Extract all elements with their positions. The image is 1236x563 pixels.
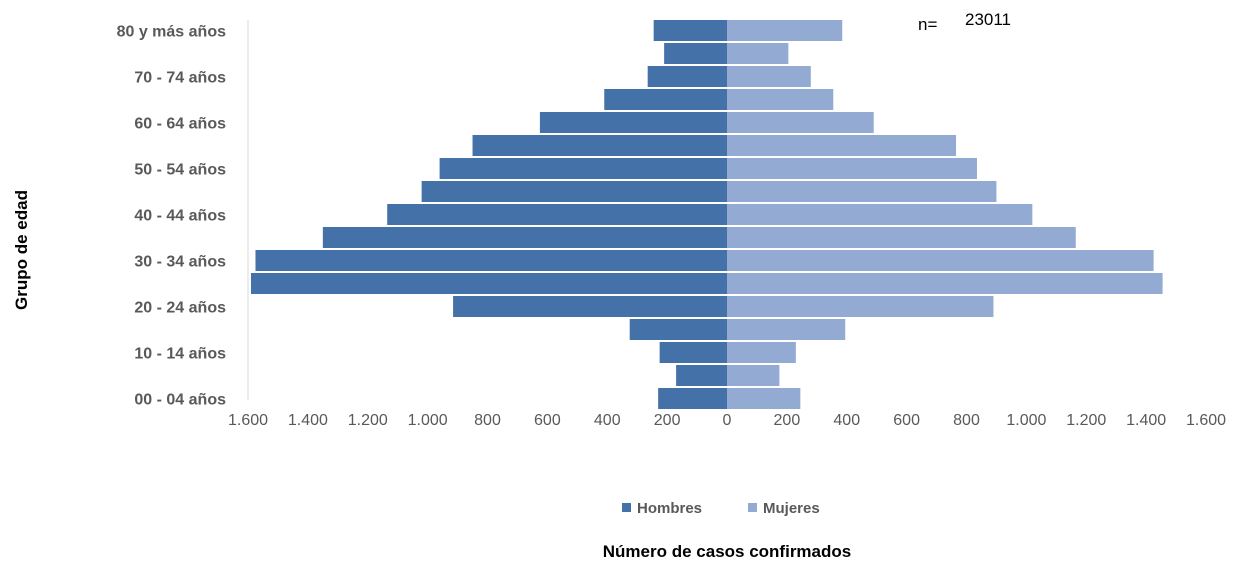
x-tick-label: 1.200 (1066, 412, 1106, 429)
legend-label-hombres: Hombres (637, 500, 702, 517)
mujeres-bar-1 (727, 365, 780, 386)
category-label: 40 - 44 años (134, 208, 226, 225)
mujeres-bar-10 (727, 158, 977, 179)
hombres-bar-0 (658, 388, 727, 409)
hombres-bar-9 (421, 181, 727, 202)
hombres-bar-8 (387, 204, 727, 225)
x-tick-label: 1.200 (348, 412, 388, 429)
x-tick-label: 200 (774, 412, 801, 429)
hombres-bar-11 (472, 135, 727, 156)
category-label: 80 y más años (117, 24, 227, 41)
mujeres-bar-6 (727, 250, 1154, 271)
hombres-bar-7 (322, 227, 727, 248)
legend-label-mujeres: Mujeres (763, 500, 820, 517)
mujeres-bar-0 (727, 388, 801, 409)
category-label: 50 - 54 años (134, 162, 226, 179)
x-tick-label: 1.000 (408, 412, 448, 429)
mujeres-bar-9 (727, 181, 997, 202)
x-tick-label: 600 (893, 412, 920, 429)
legend-swatch-hombres (622, 503, 631, 512)
x-tick-label: 1.000 (1006, 412, 1046, 429)
mujeres-bar-15 (727, 43, 789, 64)
hombres-bar-16 (653, 20, 727, 41)
x-tick-label: 1.600 (228, 412, 268, 429)
hombres-bar-15 (664, 43, 727, 64)
hombres-bar-2 (659, 342, 727, 363)
category-label: 10 - 14 años (134, 346, 226, 363)
x-tick-label: 600 (534, 412, 561, 429)
hombres-bar-1 (676, 365, 727, 386)
mujeres-bar-8 (727, 204, 1033, 225)
mujeres-bar-5 (727, 273, 1163, 294)
hombres-bar-3 (629, 319, 727, 340)
legend: Hombres Mujeres (622, 500, 820, 517)
x-tick-label: 1.400 (288, 412, 328, 429)
x-tick-label: 200 (654, 412, 681, 429)
sample-size-value: 23011 (965, 10, 1011, 29)
hombres-bar-13 (604, 89, 727, 110)
category-labels: 00 - 04 años 10 - 14 años 20 - 24 años 30 -… (117, 24, 227, 409)
y-axis-title: Grupo de edad (12, 190, 31, 310)
category-label: 00 - 04 años (134, 392, 226, 409)
x-tick-label: 800 (953, 412, 980, 429)
x-tick-labels: 1.600 1.400 1.200 1.000 800 600 400 200 0 200 400 6… (228, 412, 1226, 429)
mujeres-bar-4 (727, 296, 994, 317)
mujeres-bar-13 (727, 89, 834, 110)
hombres-bar-4 (453, 296, 727, 317)
x-tick-label: 400 (594, 412, 621, 429)
sample-size-label: n= (918, 15, 937, 34)
hombres-bars (250, 20, 727, 409)
category-label: 60 - 64 años (134, 116, 226, 133)
mujeres-bar-11 (727, 135, 957, 156)
mujeres-bar-14 (727, 66, 811, 87)
x-axis-title: Número de casos confirmados (603, 542, 851, 561)
hombres-bar-12 (539, 112, 727, 133)
legend-swatch-mujeres (748, 503, 757, 512)
mujeres-bar-7 (727, 227, 1076, 248)
x-tick-label: 400 (833, 412, 860, 429)
mujeres-bar-3 (727, 319, 846, 340)
category-label: 20 - 24 años (134, 300, 226, 317)
hombres-bar-14 (647, 66, 727, 87)
x-tick-label: 0 (723, 412, 732, 429)
hombres-bar-5 (250, 273, 727, 294)
mujeres-bar-12 (727, 112, 874, 133)
mujeres-bar-16 (727, 20, 843, 41)
hombres-bar-10 (439, 158, 727, 179)
hombres-bar-6 (255, 250, 727, 271)
category-label: 30 - 34 años (134, 254, 226, 271)
category-label: 70 - 74 años (134, 70, 226, 87)
mujeres-bar-2 (727, 342, 796, 363)
mujeres-bars (727, 20, 1163, 409)
x-tick-label: 1.600 (1186, 412, 1226, 429)
x-tick-label: 800 (474, 412, 501, 429)
x-tick-label: 1.400 (1126, 412, 1166, 429)
